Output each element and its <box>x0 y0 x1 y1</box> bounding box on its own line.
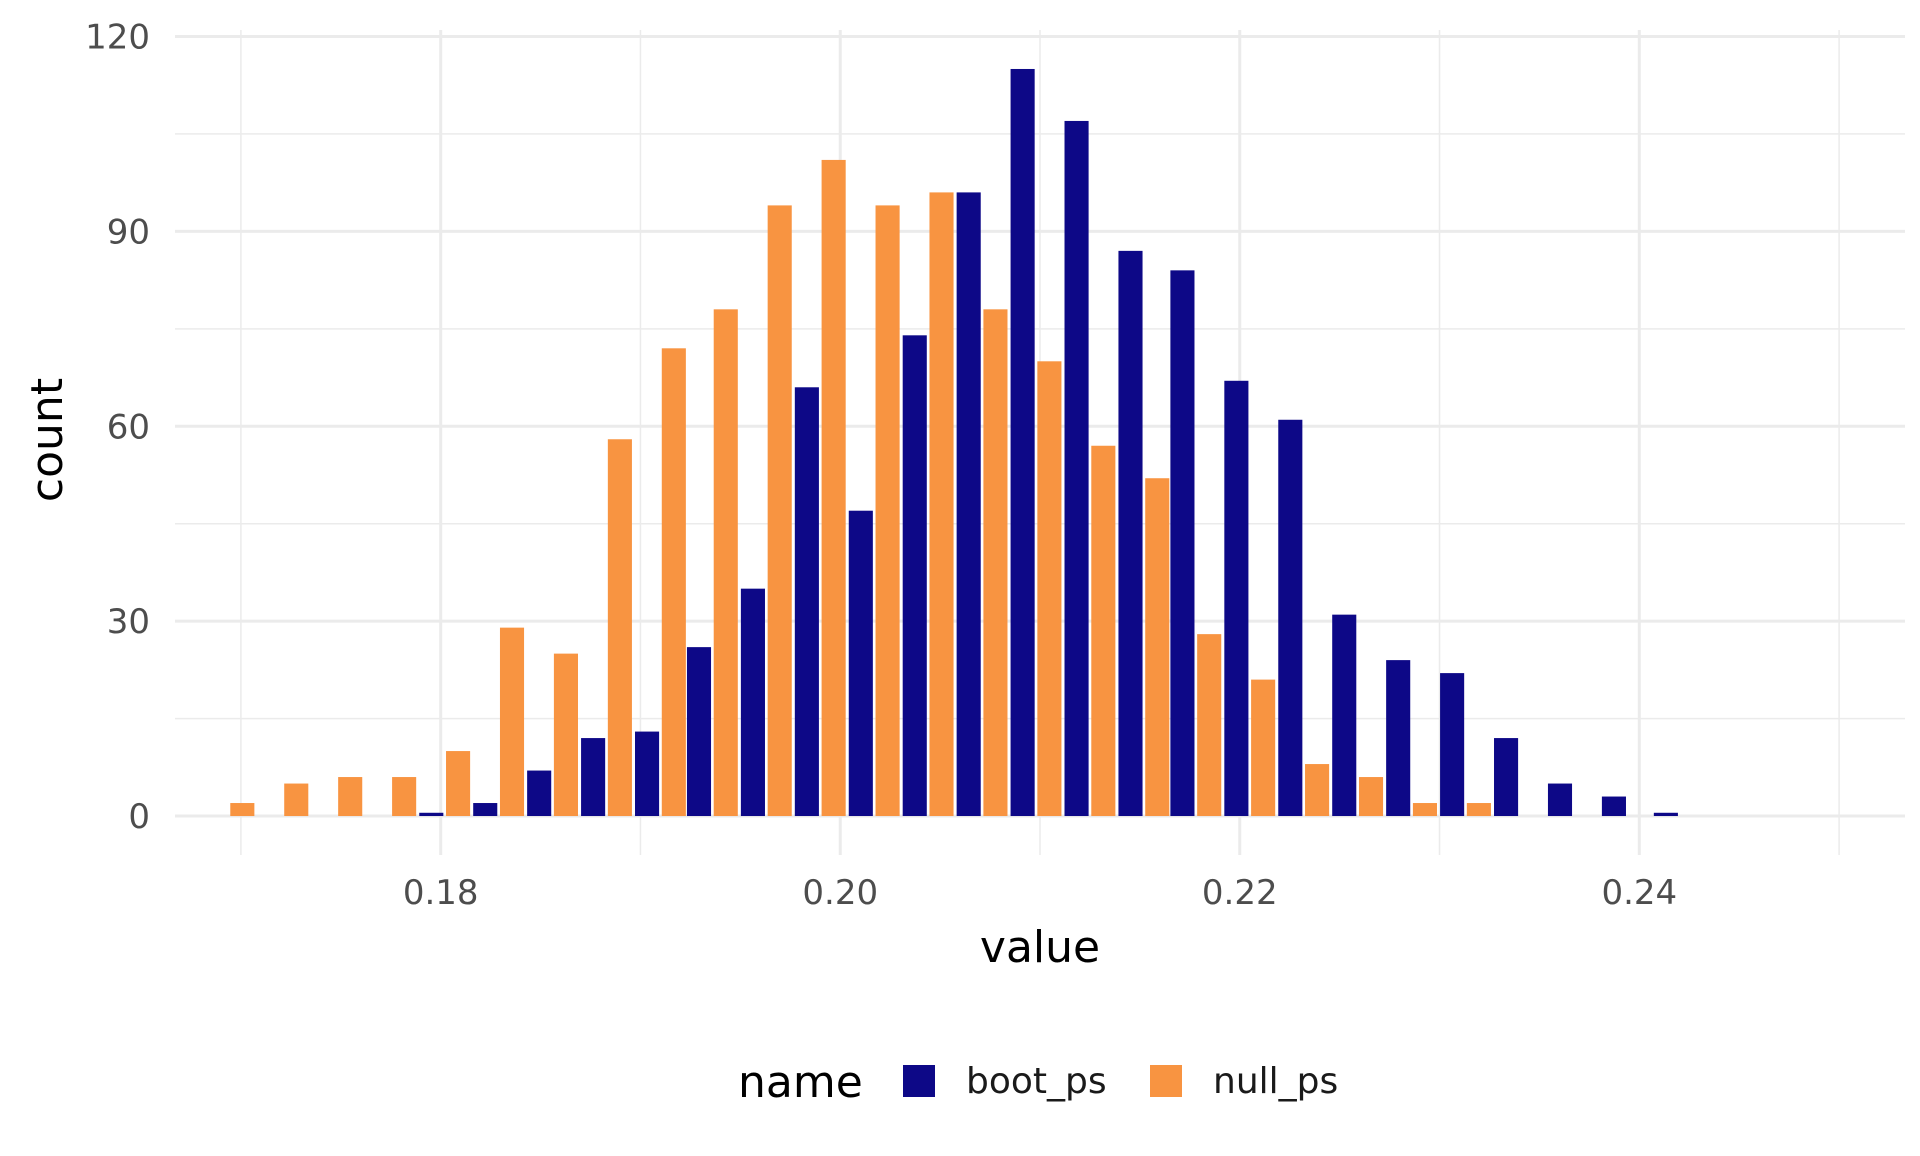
bar-boot_ps <box>1547 783 1573 817</box>
x-tick-label: 0.18 <box>403 873 479 913</box>
bar-boot_ps <box>419 812 444 817</box>
bar-null_ps <box>1251 679 1276 817</box>
bar-null_ps <box>1358 777 1384 817</box>
bar-boot_ps <box>1386 660 1411 817</box>
bar-boot_ps <box>1064 120 1089 817</box>
bar-boot_ps <box>1440 673 1465 817</box>
bar-null_ps <box>1197 634 1222 817</box>
bar-null_ps <box>553 653 578 817</box>
bar-null_ps <box>284 783 309 817</box>
bar-null_ps <box>661 348 686 817</box>
bar-null_ps <box>1305 764 1330 817</box>
bar-null_ps <box>875 205 900 817</box>
axes: 0 30 60 90 120 0.18 0.20 0.22 0.24 <box>85 17 1677 913</box>
legend-items: boot_ps null_ps <box>903 1061 1338 1102</box>
bar-null_ps <box>230 803 255 817</box>
bar-null_ps <box>1091 445 1116 817</box>
legend-swatch-null_ps <box>1150 1065 1182 1097</box>
bar-boot_ps <box>1601 796 1626 817</box>
bar-null_ps <box>607 439 632 817</box>
bar-null_ps <box>499 627 525 817</box>
y-tick-label: 60 <box>107 407 150 447</box>
legend-label-null_ps: null_ps <box>1213 1061 1338 1102</box>
bar-boot_ps <box>848 510 873 817</box>
bar-null_ps <box>1145 478 1170 817</box>
bars <box>230 68 1678 817</box>
bar-boot_ps <box>1494 738 1519 817</box>
bar-null_ps <box>821 159 846 817</box>
bar-boot_ps <box>1332 614 1357 817</box>
bar-boot_ps <box>527 770 552 817</box>
bar-null_ps <box>1412 803 1438 817</box>
bar-boot_ps <box>686 647 712 817</box>
bar-boot_ps <box>1118 250 1143 817</box>
bar-null_ps <box>929 192 954 817</box>
bar-boot_ps <box>1653 812 1678 817</box>
x-axis-label: value <box>980 922 1100 973</box>
legend: name boot_ps null_ps <box>738 1057 1338 1108</box>
bar-null_ps <box>983 309 1008 817</box>
y-tick-label: 0 <box>128 797 150 837</box>
bar-null_ps <box>713 309 738 817</box>
bar-null_ps <box>767 205 792 817</box>
y-tick-label: 120 <box>85 17 150 57</box>
bar-boot_ps <box>1010 68 1035 817</box>
bar-boot_ps <box>794 387 819 817</box>
legend-label-boot_ps: boot_ps <box>966 1061 1107 1102</box>
bar-boot_ps <box>473 803 498 817</box>
x-tick-label: 0.20 <box>802 873 878 913</box>
bar-boot_ps <box>740 588 765 817</box>
bar-null_ps <box>446 751 471 817</box>
bar-boot_ps <box>1170 270 1195 817</box>
y-axis-label: count <box>22 378 73 502</box>
bar-boot_ps <box>581 738 606 817</box>
bar-null_ps <box>1466 803 1491 817</box>
bar-boot_ps <box>1278 419 1303 817</box>
bar-boot_ps <box>1224 380 1249 817</box>
y-tick-label: 90 <box>107 212 150 252</box>
bar-boot_ps <box>956 192 981 817</box>
bar-boot_ps <box>902 335 927 817</box>
bar-boot_ps <box>635 731 660 817</box>
bar-null_ps <box>338 777 363 817</box>
legend-title: name <box>738 1057 863 1108</box>
bar-null_ps <box>1037 361 1062 817</box>
bar-null_ps <box>392 777 417 817</box>
legend-swatch-boot_ps <box>903 1065 935 1097</box>
x-tick-label: 0.22 <box>1202 873 1278 913</box>
y-tick-label: 30 <box>107 602 150 642</box>
x-tick-label: 0.24 <box>1601 873 1677 913</box>
